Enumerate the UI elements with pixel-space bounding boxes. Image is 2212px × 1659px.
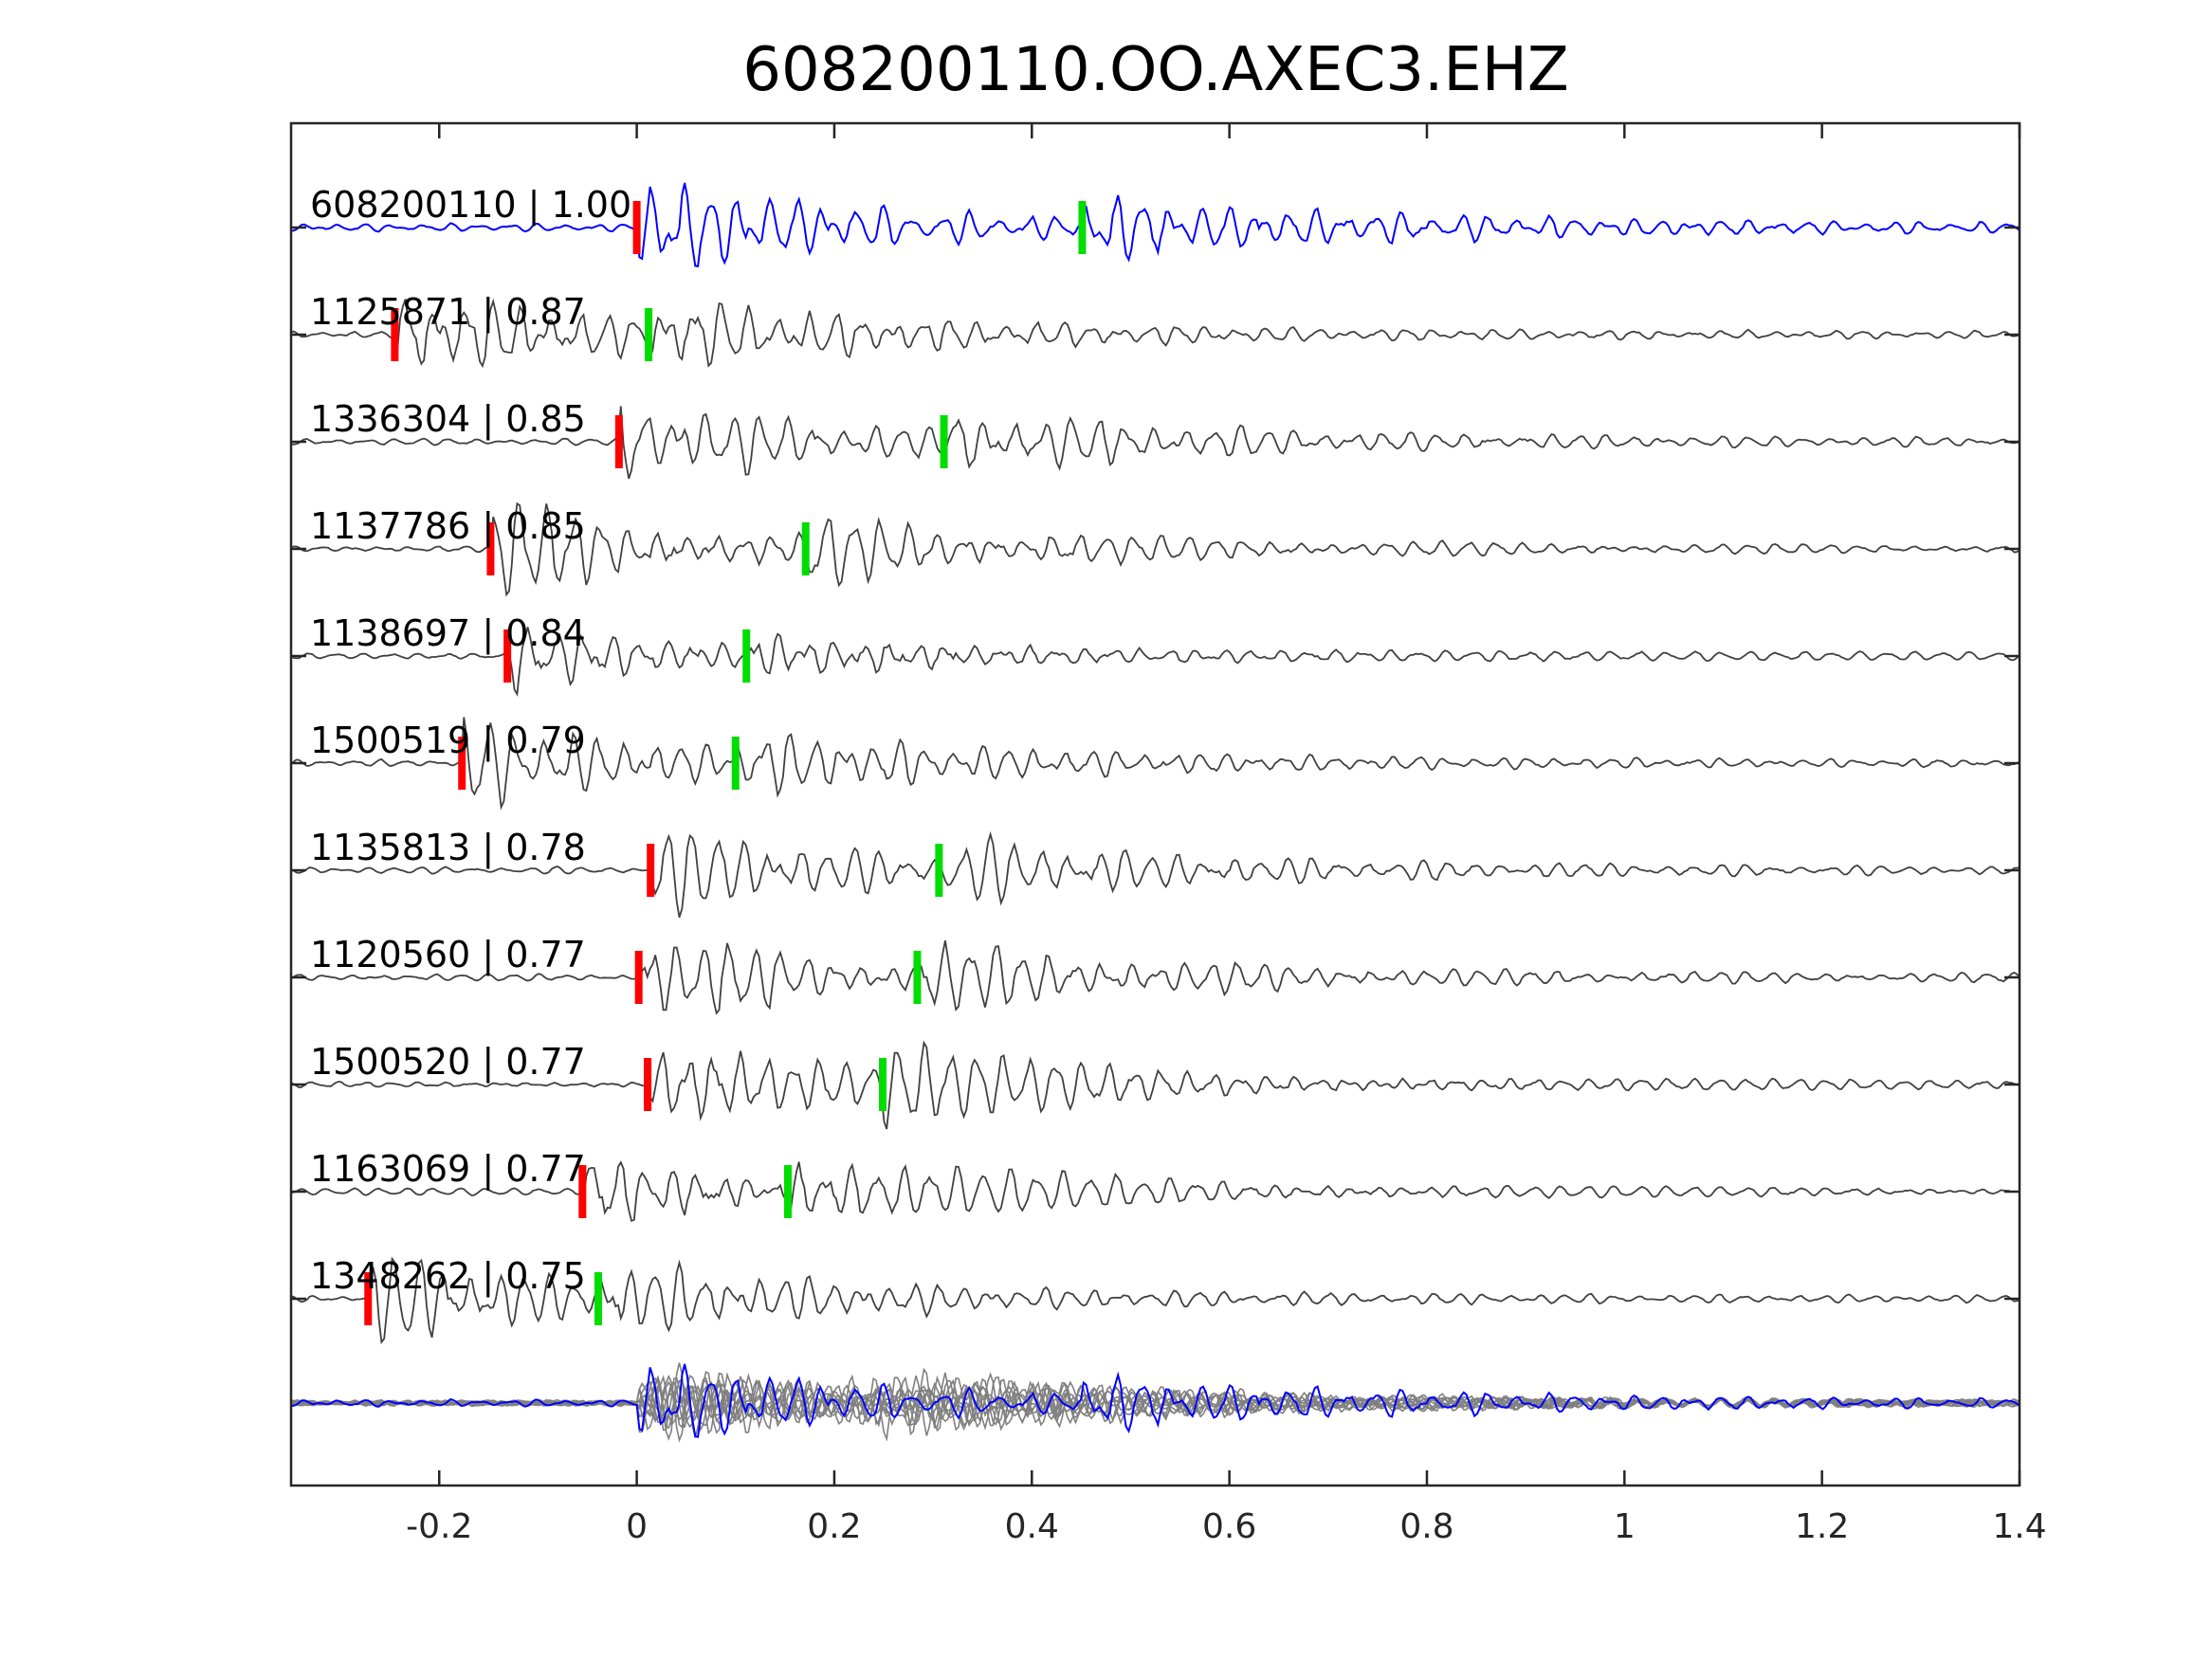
x-tick-label: 0.8 bbox=[1399, 1507, 1453, 1546]
trace-line-608200110 bbox=[290, 182, 2020, 268]
trace-label-1138697: 1138697 | 0.84 bbox=[310, 612, 586, 655]
trace-line-1500520 bbox=[290, 1040, 2020, 1130]
s-pick-1138697 bbox=[742, 629, 751, 683]
trace-line-1336304 bbox=[290, 406, 2020, 480]
s-pick-1135813 bbox=[935, 844, 943, 897]
x-tick-label: -0.2 bbox=[406, 1507, 472, 1546]
s-pick-1348262 bbox=[594, 1272, 602, 1325]
picks-group bbox=[364, 201, 1087, 1325]
trace-label-1137786: 1137786 | 0.85 bbox=[310, 505, 586, 548]
p-pick-1135813 bbox=[647, 844, 655, 897]
s-pick-1163069 bbox=[783, 1165, 792, 1218]
trace-labels-group: 608200110 | 1.00 1125871 | 0.87 1336304 | … bbox=[310, 184, 631, 1298]
trace-line-1138697 bbox=[290, 627, 2020, 697]
trace-label-1348262: 1348262 | 0.75 bbox=[310, 1255, 586, 1298]
x-axis: -0.2 0 0.2 0.4 0.6 0.8 1 1.2 1.4 bbox=[291, 123, 2047, 1546]
p-pick-608200110 bbox=[632, 201, 641, 254]
p-pick-1163069 bbox=[578, 1165, 587, 1218]
x-tick-label: 0.6 bbox=[1202, 1507, 1256, 1546]
stacked-overlay-group bbox=[290, 1362, 2020, 1443]
trace-label-608200110: 608200110 | 1.00 bbox=[310, 184, 631, 227]
chart-title: 608200110.OO.AXEC3.EHZ bbox=[742, 35, 1569, 105]
p-pick-1336304 bbox=[614, 415, 623, 468]
trace-line-1135813 bbox=[290, 830, 2020, 918]
p-pick-1125871 bbox=[391, 308, 399, 361]
x-tick-label: 1 bbox=[1614, 1507, 1636, 1546]
s-pick-1120560 bbox=[913, 951, 922, 1004]
s-pick-1500520 bbox=[878, 1058, 887, 1111]
trace-label-1135813: 1135813 | 0.78 bbox=[310, 827, 586, 869]
x-tick-label: 0.2 bbox=[807, 1507, 861, 1546]
x-tick-label: 1.4 bbox=[1992, 1507, 2046, 1546]
p-pick-1500520 bbox=[644, 1058, 652, 1111]
p-pick-1137786 bbox=[486, 522, 495, 575]
x-tick-label: 1.2 bbox=[1795, 1507, 1849, 1546]
trace-line-1500519 bbox=[290, 717, 2020, 811]
trace-line-1348262 bbox=[290, 1256, 2020, 1345]
trace-line-1125871 bbox=[290, 298, 2020, 369]
s-pick-1125871 bbox=[645, 308, 653, 361]
s-pick-608200110 bbox=[1078, 201, 1087, 254]
stack-line-1348262 bbox=[290, 1362, 2020, 1441]
s-pick-1500519 bbox=[731, 737, 740, 790]
p-pick-1138697 bbox=[503, 629, 512, 683]
stack-line-608200110 bbox=[290, 1363, 2020, 1438]
plot-frame bbox=[289, 121, 2021, 1487]
p-pick-1348262 bbox=[364, 1272, 373, 1325]
trace-line-1120560 bbox=[290, 940, 2020, 1015]
traces-group bbox=[290, 182, 2020, 1345]
x-tick-label: 0.4 bbox=[1005, 1507, 1059, 1546]
trace-label-1163069: 1163069 | 0.77 bbox=[310, 1148, 586, 1191]
trace-label-1500520: 1500520 | 0.77 bbox=[310, 1041, 586, 1084]
p-pick-1120560 bbox=[634, 951, 643, 1004]
x-tick-label: 0 bbox=[626, 1507, 648, 1546]
trace-label-1120560: 1120560 | 0.77 bbox=[310, 934, 586, 976]
s-pick-1137786 bbox=[801, 522, 810, 575]
trace-label-1336304: 1336304 | 0.85 bbox=[310, 398, 586, 441]
s-pick-1336304 bbox=[940, 415, 948, 468]
trace-label-1500519: 1500519 | 0.79 bbox=[310, 720, 586, 762]
trace-label-1125871: 1125871 | 0.87 bbox=[310, 291, 586, 334]
trace-line-1137786 bbox=[290, 501, 2020, 597]
p-pick-1500519 bbox=[458, 737, 466, 790]
